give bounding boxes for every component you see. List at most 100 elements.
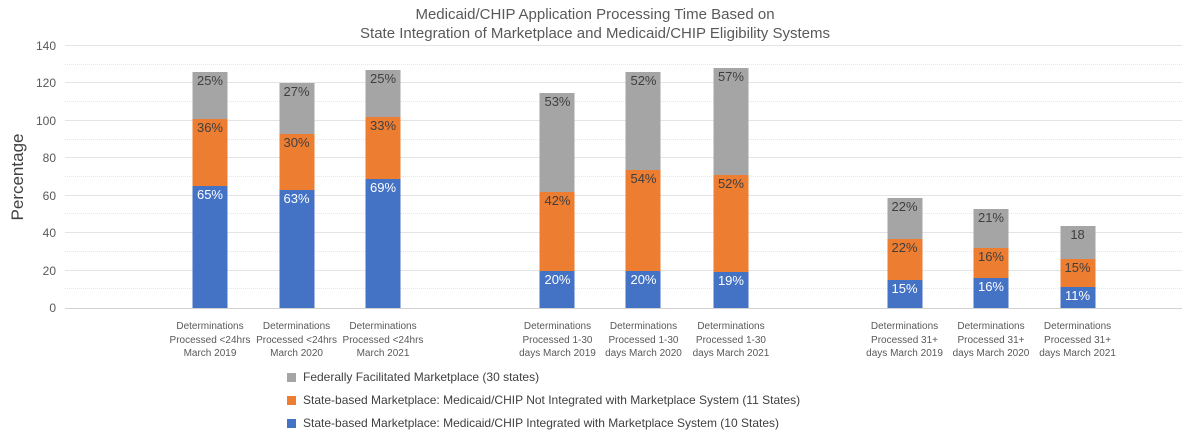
bar-segment: 27% — [279, 83, 315, 134]
bar-segment: 16% — [973, 248, 1009, 279]
x-axis-category-label-line: Determinations — [1043, 321, 1112, 332]
y-axis-tick-label: 60 — [42, 188, 56, 203]
bar-data-label: 33% — [369, 118, 397, 134]
bar-segment: 65% — [192, 186, 228, 308]
x-axis-category-label: Determinations Processed <24hrs March 2020 — [247, 320, 347, 361]
x-axis-category-label-line: Processed 1-30 — [522, 334, 593, 346]
x-axis-category-label-line: March 2021 — [356, 348, 410, 359]
bar-data-label: 16% — [977, 249, 1004, 265]
major-gridline — [65, 119, 1182, 121]
bar-segment: 22% — [887, 238, 923, 280]
bar-segment: 20% — [625, 270, 661, 308]
bar-segment: 15% — [887, 279, 923, 308]
bar-data-label: 22% — [891, 239, 918, 255]
x-axis-category-label-line: Determinations — [262, 321, 331, 332]
bar-data-label: 15% — [1064, 260, 1091, 276]
legend-row: State-based Marketplace: Medicaid/CHIP N… — [287, 392, 800, 408]
x-axis-category-label-line: Determinations — [870, 321, 939, 332]
bar-data-label: 11% — [1065, 288, 1091, 304]
legend-color-swatch-icon — [287, 418, 296, 428]
legend: Federally Facilitated Marketplace (30 st… — [287, 369, 800, 430]
bar-segment: 33% — [365, 117, 401, 179]
minor-gridline — [65, 63, 1182, 65]
y-axis-tick-label: 0 — [49, 301, 56, 315]
legend-label: State-based Marketplace: Medicaid/CHIP I… — [303, 416, 779, 430]
y-axis-tick-label: 20 — [42, 263, 56, 278]
y-axis-tick-label: 80 — [42, 151, 56, 166]
x-axis-category-label-line: Determinations — [697, 321, 765, 332]
legend-row: Federally Facilitated Marketplace (30 st… — [287, 369, 800, 385]
bar-data-label: 20% — [544, 271, 571, 287]
x-axis-category-label: Determinations Processed <24hrs March 2019 — [160, 320, 260, 361]
bar-segment: 52% — [625, 72, 661, 170]
legend-row: State-based Marketplace: Medicaid/CHIP I… — [287, 415, 800, 430]
bar-data-label: 25% — [196, 73, 223, 89]
minor-gridline — [65, 101, 1182, 103]
bar-data-label: 69% — [369, 179, 397, 195]
bar-data-label: 19% — [717, 273, 744, 289]
plot-area: 0 20 40 60 80 100 120 140 65% 36% 25% Determination… — [36, 39, 1182, 359]
minor-gridline — [65, 250, 1182, 252]
x-axis-category-label-line: Processed <24hrs — [342, 334, 424, 346]
bar-data-label: 54% — [630, 170, 657, 186]
bar-data-label: 53% — [544, 93, 571, 109]
minor-gridline — [65, 288, 1182, 290]
x-axis-category-label-line: Processed 31+ — [1044, 334, 1112, 346]
minor-gridline — [65, 213, 1182, 215]
major-gridline — [65, 45, 1182, 46]
stacked-bar: 20% 42% 53% — [539, 46, 575, 308]
y-axis-tick-label: 140 — [35, 39, 56, 53]
stacked-bar: 16% 16% 21% — [973, 46, 1009, 308]
bar-segment: 69% — [365, 178, 401, 308]
major-gridline — [65, 82, 1182, 84]
bar-data-label: 25% — [369, 71, 397, 87]
bar-segment: 22% — [887, 197, 923, 239]
x-axis-category-label-line: Processed 1-30 — [695, 334, 766, 346]
legend-color-swatch-icon — [287, 395, 296, 405]
x-axis-category-label: Determinations Processed 31+ days March 20… — [855, 320, 955, 361]
bar-data-label: 20% — [630, 271, 657, 287]
x-axis-category-label-line: Determinations — [523, 321, 592, 332]
x-axis-category-label: Determinations Processed 1-30 days March 2… — [507, 320, 607, 361]
bar-data-label: 27% — [283, 84, 310, 100]
legend-color-swatch-icon — [287, 372, 296, 382]
stacked-bar: 20% 54% 52% — [625, 46, 661, 308]
stacked-bar: 65% 36% 25% — [192, 46, 228, 308]
minor-gridline — [65, 138, 1182, 140]
bar-segment: 30% — [279, 133, 315, 191]
x-axis-category-label-line: days March 2021 — [692, 348, 770, 359]
bar-segment: 11% — [1060, 287, 1096, 308]
bar-data-label: 52% — [717, 176, 744, 192]
legend-label: State-based Marketplace: Medicaid/CHIP N… — [303, 393, 801, 407]
bar-data-label: 16% — [977, 279, 1004, 295]
x-axis-category-label-line: March 2020 — [270, 348, 323, 359]
x-axis-category-label-line: Processed 1-30 — [608, 334, 679, 346]
minor-gridline — [65, 176, 1182, 177]
stacked-bar: 63% 30% 27% — [279, 46, 315, 308]
bar-segment: 20% — [539, 270, 575, 308]
bar-data-label: 42% — [544, 192, 571, 208]
x-axis-category-label: Determinations Processed <24hrs March 2021 — [333, 320, 433, 361]
x-axis-category-label: Determinations Processed 31+ days March 20… — [941, 320, 1041, 361]
x-axis-category-label-line: days March 2020 — [605, 348, 682, 359]
bar-data-label: 63% — [283, 191, 310, 207]
bar-segment: 21% — [973, 208, 1009, 249]
bar-data-label: 30% — [283, 134, 310, 150]
major-gridline — [65, 194, 1182, 196]
x-axis-category-label-line: days March 2020 — [952, 348, 1030, 359]
x-axis-category-label-line: Processed 31+ — [957, 334, 1025, 346]
bar-data-label: 18 — [1070, 226, 1085, 242]
x-axis-category-label-line: March 2019 — [183, 348, 237, 359]
bar-data-label: 22% — [891, 198, 918, 214]
x-axis-category-label-line: Determinations — [176, 321, 244, 332]
bar-segment: 57% — [713, 68, 749, 176]
bar-segment: 53% — [539, 92, 575, 192]
x-axis-category-label-line: Determinations — [349, 321, 417, 332]
chart-title-line-1: Medicaid/CHIP Application Processing Tim… — [415, 6, 775, 23]
chart-title-line-2: State Integration of Marketplace and Med… — [360, 25, 830, 42]
x-axis-category-label-line: days March 2021 — [1039, 348, 1116, 359]
y-axis-tick-label: 120 — [35, 76, 56, 91]
bar-segment: 18 — [1060, 225, 1096, 260]
bar-segment: 15% — [1060, 259, 1096, 288]
